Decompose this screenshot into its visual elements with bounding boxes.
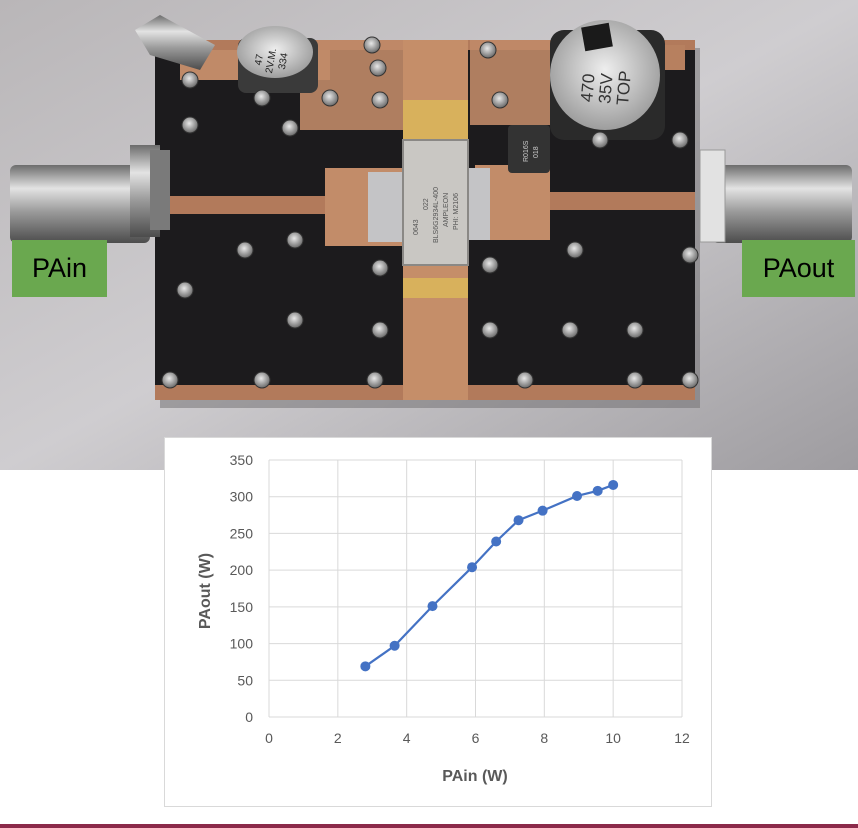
screw — [371, 259, 389, 277]
screw — [681, 371, 699, 389]
screw — [491, 91, 509, 109]
transistor-text-line: PHI: M2106 — [453, 193, 460, 230]
input-microstrip — [165, 196, 330, 214]
data-point — [467, 562, 478, 573]
capacitor-text-line: 2V.M. — [264, 48, 279, 75]
data-point — [389, 640, 400, 651]
y-tick-label: 150 — [230, 599, 254, 615]
y-axis-label: PAout (W) — [197, 553, 214, 629]
output-connector — [712, 165, 852, 243]
ground-lug — [135, 15, 215, 70]
screw — [181, 116, 199, 134]
screw — [161, 371, 179, 389]
chart-frame: 0 2 4 6 8 10 12 0 50 100 150 200 250 300 350 PAin (W)… — [164, 437, 712, 807]
screw — [366, 371, 384, 389]
x-axis-label: PAin (W) — [442, 768, 507, 785]
screw — [363, 36, 381, 54]
y-tick-label: 200 — [230, 562, 254, 578]
capacitor-text-line: 334 — [277, 52, 291, 71]
screw — [369, 59, 387, 77]
bottom-accent-rule — [0, 824, 858, 828]
input-connector — [10, 165, 150, 243]
y-tick-label: 0 — [245, 709, 253, 725]
y-tick-label: 50 — [237, 672, 253, 688]
screw — [181, 71, 199, 89]
y-tick-label: 250 — [230, 525, 254, 541]
data-point — [608, 479, 619, 490]
y-tick-label: 350 — [230, 452, 254, 468]
screw — [481, 256, 499, 274]
y-tick-labels: 0 50 100 150 200 250 300 350 — [230, 452, 254, 725]
inductor-text-line: R016S — [523, 140, 530, 162]
pain-label: PAin — [12, 240, 107, 297]
data-point — [427, 601, 438, 612]
capacitor-text-line: 47 — [253, 53, 266, 66]
screw — [236, 241, 254, 259]
transistor-text-line: BLS6G2934L-400 — [433, 187, 440, 243]
series-points — [360, 479, 619, 672]
screw — [566, 241, 584, 259]
screw — [681, 246, 699, 264]
y-tick-label: 300 — [230, 489, 254, 505]
x-tick-label: 10 — [605, 730, 621, 746]
transistor-text-line: AMPLEON — [443, 193, 450, 227]
amplifier-board-photo: 0643 022 BLS6G2934L-400 AMPLEON PHI: M21… — [0, 0, 858, 470]
chart-grid — [268, 459, 683, 718]
electrolytic-capacitor-left: 47 2V.M. 334 — [237, 26, 318, 93]
capacitor-text-line: TOP — [613, 70, 635, 106]
paout-label: PAout — [742, 240, 855, 297]
capacitor-text-line: 470 — [577, 73, 598, 103]
inductor: R016S 018 — [508, 125, 550, 173]
screw — [253, 89, 271, 107]
electrolytic-capacitor-right: 470 35V TOP — [550, 20, 665, 140]
screw — [371, 91, 389, 109]
x-tick-labels: 0 2 4 6 8 10 12 — [265, 730, 690, 746]
screw — [281, 119, 299, 137]
data-point — [360, 661, 371, 672]
data-point — [592, 485, 603, 496]
screw — [253, 371, 271, 389]
x-tick-label: 2 — [334, 730, 342, 746]
screw — [561, 321, 579, 339]
output-microstrip — [540, 192, 695, 210]
screw — [176, 281, 194, 299]
screw — [516, 371, 534, 389]
screw — [286, 311, 304, 329]
inductor-text-line: 018 — [533, 146, 540, 158]
screw — [321, 89, 339, 107]
x-tick-label: 0 — [265, 730, 273, 746]
series-line — [364, 483, 614, 668]
capacitor-text-line: 35V — [595, 72, 617, 104]
transistor-text-line: 0643 — [413, 219, 420, 235]
screw — [591, 131, 609, 149]
screw — [479, 41, 497, 59]
data-point — [572, 490, 583, 501]
transistor — [402, 139, 469, 266]
screw — [626, 371, 644, 389]
screw — [371, 321, 389, 339]
data-point — [537, 505, 548, 516]
board-screws — [161, 36, 699, 389]
screw — [286, 231, 304, 249]
screw — [671, 131, 689, 149]
x-tick-label: 12 — [674, 730, 690, 746]
data-point — [491, 536, 502, 547]
x-tick-label: 6 — [472, 730, 480, 746]
x-tick-label: 4 — [403, 730, 411, 746]
paout-vs-pain-chart: 0 2 4 6 8 10 12 0 50 100 150 200 250 300 350 PAin (W)… — [197, 452, 690, 785]
y-tick-label: 100 — [230, 636, 254, 652]
data-point — [513, 515, 524, 526]
transistor-text-line: 022 — [423, 198, 430, 210]
screw — [481, 321, 499, 339]
x-tick-label: 8 — [540, 730, 548, 746]
screw — [626, 321, 644, 339]
